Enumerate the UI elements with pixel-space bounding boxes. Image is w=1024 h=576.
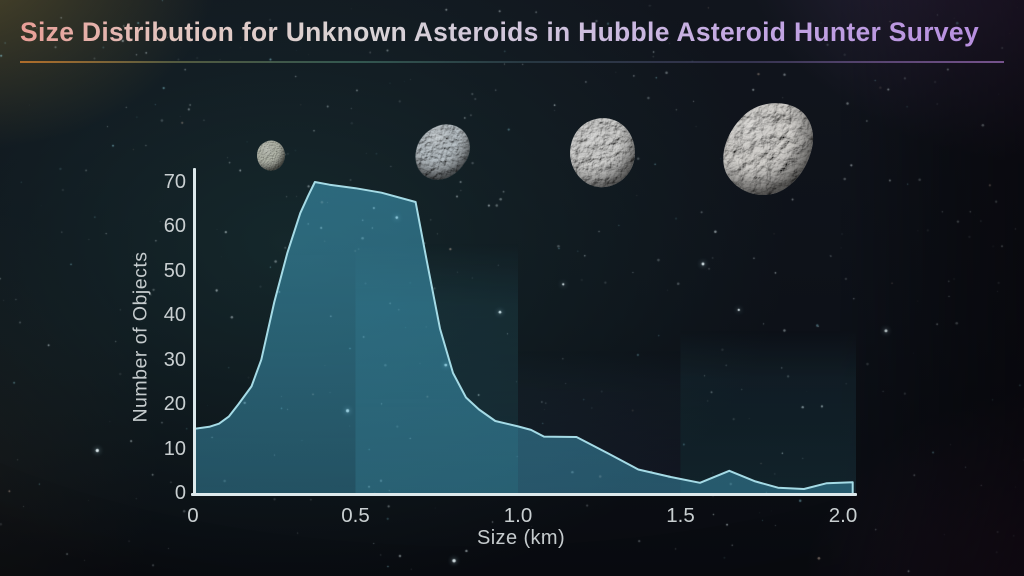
y-tick-label: 30 (163, 348, 186, 371)
x-tick-label: 0 (187, 504, 199, 527)
y-tick-label: 40 (163, 304, 186, 327)
y-tick-label: 70 (163, 171, 186, 193)
asteroid-xlarge-icon (723, 103, 814, 195)
y-tick-label: 60 (163, 215, 186, 238)
distribution-line (193, 181, 854, 494)
title-divider (20, 61, 1004, 63)
distribution-area-fill (193, 182, 853, 493)
y-axis-line (192, 168, 196, 496)
highlight-band (680, 330, 856, 493)
asteroid-small-icon (257, 140, 285, 171)
page-title: Size Distribution for Unknown Asteroids … (20, 17, 979, 47)
x-axis-title: Size (km) (476, 527, 566, 549)
y-tick-label: 20 (163, 393, 186, 416)
x-tick-label: 2.0 (828, 504, 858, 527)
x-tick-label: 1.0 (503, 504, 533, 527)
size-distribution-chart (193, 181, 856, 494)
y-axis-title: Number of Objects (129, 251, 152, 423)
x-tick-label: 0.5 (341, 504, 370, 527)
x-axis-line (191, 492, 857, 496)
y-tick-label: 10 (163, 437, 186, 460)
x-tick-label: 1.5 (666, 504, 695, 527)
asteroid-medium-icon (415, 124, 470, 180)
y-tick-label: 0 (174, 482, 186, 504)
asteroid-large-icon (570, 118, 635, 188)
y-tick-label: 50 (163, 259, 186, 282)
